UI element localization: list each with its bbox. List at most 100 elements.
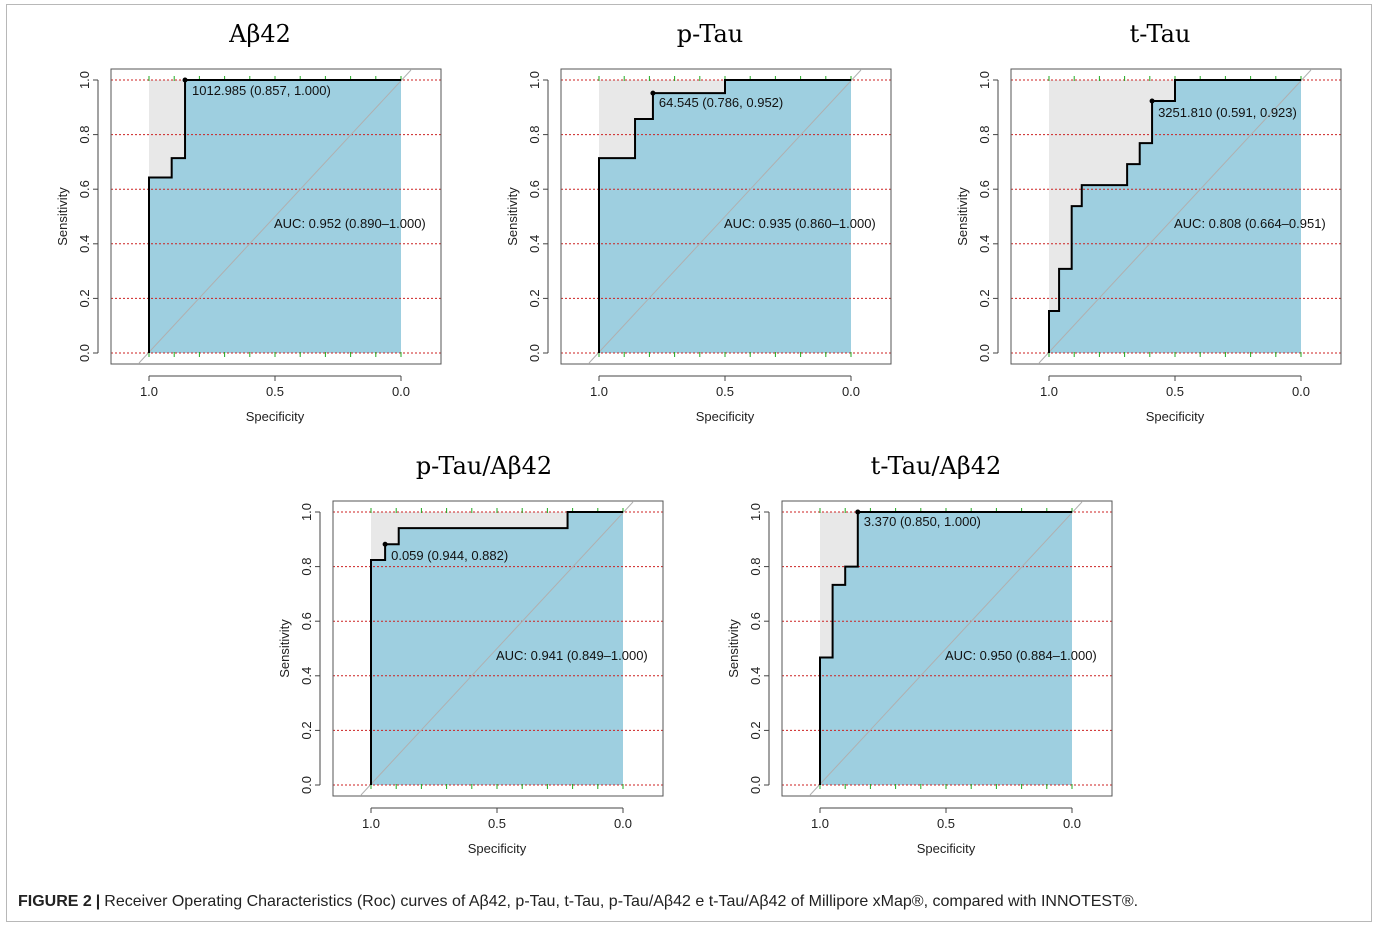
x-tick-label: 1.0 [140,384,158,399]
x-tick-label: 1.0 [1040,384,1058,399]
threshold-label: 3251.810 (0.591, 0.923) [1158,105,1297,120]
caption-separator: | [95,893,101,910]
x-tick-label: 0.0 [1063,816,1081,831]
y-tick-label: 0.2 [748,721,763,739]
roc-panel-5: 3.370 (0.850, 1.000) AUC: 0.950 (0.884–1.… [726,452,1113,856]
threshold-point [855,509,861,515]
auc-label: AUC: 0.952 (0.890–1.000) [274,216,426,231]
diagonal-line [588,69,862,364]
x-tick-label: 0.5 [266,384,284,399]
x-tick-label: 0.0 [842,384,860,399]
x-tick-label: 0.5 [937,816,955,831]
roc-charts: 1012.985 (0.857, 1.000) AUC: 0.952 (0.890… [55,20,1342,856]
x-tick-label: 0.0 [392,384,410,399]
auc-label: AUC: 0.808 (0.664–0.951) [1174,216,1326,231]
y-tick-label: 0.0 [77,344,92,362]
upper-region [820,512,1072,785]
y-tick-label: 1.0 [77,71,92,89]
roc-panel-4: 0.059 (0.944, 0.882) AUC: 0.941 (0.849–1.… [277,452,664,856]
y-tick-label: 0.0 [299,776,314,794]
y-tick-label: 0.8 [977,126,992,144]
y-tick-label: 1.0 [748,503,763,521]
y-tick-label: 0.2 [299,721,314,739]
y-tick-label: 0.6 [527,180,542,198]
roc-curve [819,511,1072,785]
chart-title: p-Tau [677,20,744,48]
caption-text: Receiver Operating Characteristics (Roc)… [104,893,1139,910]
plot-box [781,500,1113,797]
y-tick-label: 0.0 [527,344,542,362]
diagonal-line [1038,69,1312,364]
threshold-point [1149,98,1155,104]
y-tick-label: 0.2 [527,289,542,307]
x-axis-label: Specificity [696,409,755,424]
threshold-point [382,541,388,547]
plot-box [332,500,664,797]
y-tick-label: 0.2 [977,289,992,307]
x-axis-label: Specificity [917,841,976,856]
roc-panel-2: 64.545 (0.786, 0.952) AUC: 0.935 (0.860–1… [505,20,892,424]
y-tick-label: 0.4 [299,667,314,685]
chart-title: Aβ42 [228,20,291,48]
roc-curve [370,511,623,785]
diagonal-line [809,501,1083,796]
chart-title: t-Tau/Aβ42 [871,452,1002,480]
y-tick-label: 0.8 [748,558,763,576]
upper-region [599,80,851,353]
threshold-label: 64.545 (0.786, 0.952) [659,95,783,110]
y-axis-label: Sensitivity [726,619,741,678]
y-axis-label: Sensitivity [277,619,292,678]
y-tick-label: 0.0 [748,776,763,794]
y-tick-label: 0.6 [77,180,92,198]
y-tick-label: 0.0 [977,344,992,362]
x-axis-label: Specificity [468,841,527,856]
y-axis-label: Sensitivity [55,187,70,246]
upper-region [371,512,623,785]
x-tick-label: 0.0 [1292,384,1310,399]
x-tick-label: 0.0 [614,816,632,831]
x-tick-label: 0.5 [1166,384,1184,399]
threshold-point [650,90,656,96]
auc-label: AUC: 0.935 (0.860–1.000) [724,216,876,231]
y-tick-label: 0.4 [527,235,542,253]
roc-curve [148,79,401,353]
diagonal-line [360,501,634,796]
roc-curve [598,79,851,353]
auc-label: AUC: 0.941 (0.849–1.000) [496,648,648,663]
y-tick-label: 0.4 [77,235,92,253]
threshold-label: 3.370 (0.850, 1.000) [864,514,981,529]
upper-region [149,80,401,353]
chart-title: p-Tau/Aβ42 [416,452,552,480]
figure-caption: FIGURE 2 | Receiver Operating Characterist… [18,893,1368,911]
y-tick-label: 1.0 [977,71,992,89]
y-tick-label: 0.6 [748,612,763,630]
plot-box [1010,68,1342,365]
y-tick-label: 0.8 [77,126,92,144]
chart-title: t-Tau [1130,20,1191,48]
x-tick-label: 1.0 [362,816,380,831]
y-tick-label: 1.0 [299,503,314,521]
plot-box [110,68,442,365]
x-tick-label: 0.5 [716,384,734,399]
upper-region [1049,80,1301,353]
roc-curve [1048,79,1301,353]
y-tick-label: 0.4 [748,667,763,685]
x-axis-label: Specificity [1146,409,1205,424]
threshold-point [182,77,188,83]
roc-panel-1: 1012.985 (0.857, 1.000) AUC: 0.952 (0.890… [55,20,442,424]
x-tick-label: 1.0 [811,816,829,831]
y-axis-label: Sensitivity [955,187,970,246]
threshold-label: 0.059 (0.944, 0.882) [391,548,508,563]
diagonal-line [138,69,412,364]
x-tick-label: 1.0 [590,384,608,399]
y-axis-label: Sensitivity [505,187,520,246]
y-tick-label: 0.6 [299,612,314,630]
y-tick-label: 0.6 [977,180,992,198]
x-tick-label: 0.5 [488,816,506,831]
y-tick-label: 0.2 [77,289,92,307]
y-tick-label: 0.8 [527,126,542,144]
threshold-label: 1012.985 (0.857, 1.000) [192,83,331,98]
auc-label: AUC: 0.950 (0.884–1.000) [945,648,1097,663]
caption-label: FIGURE 2 [18,893,92,910]
x-axis-label: Specificity [246,409,305,424]
